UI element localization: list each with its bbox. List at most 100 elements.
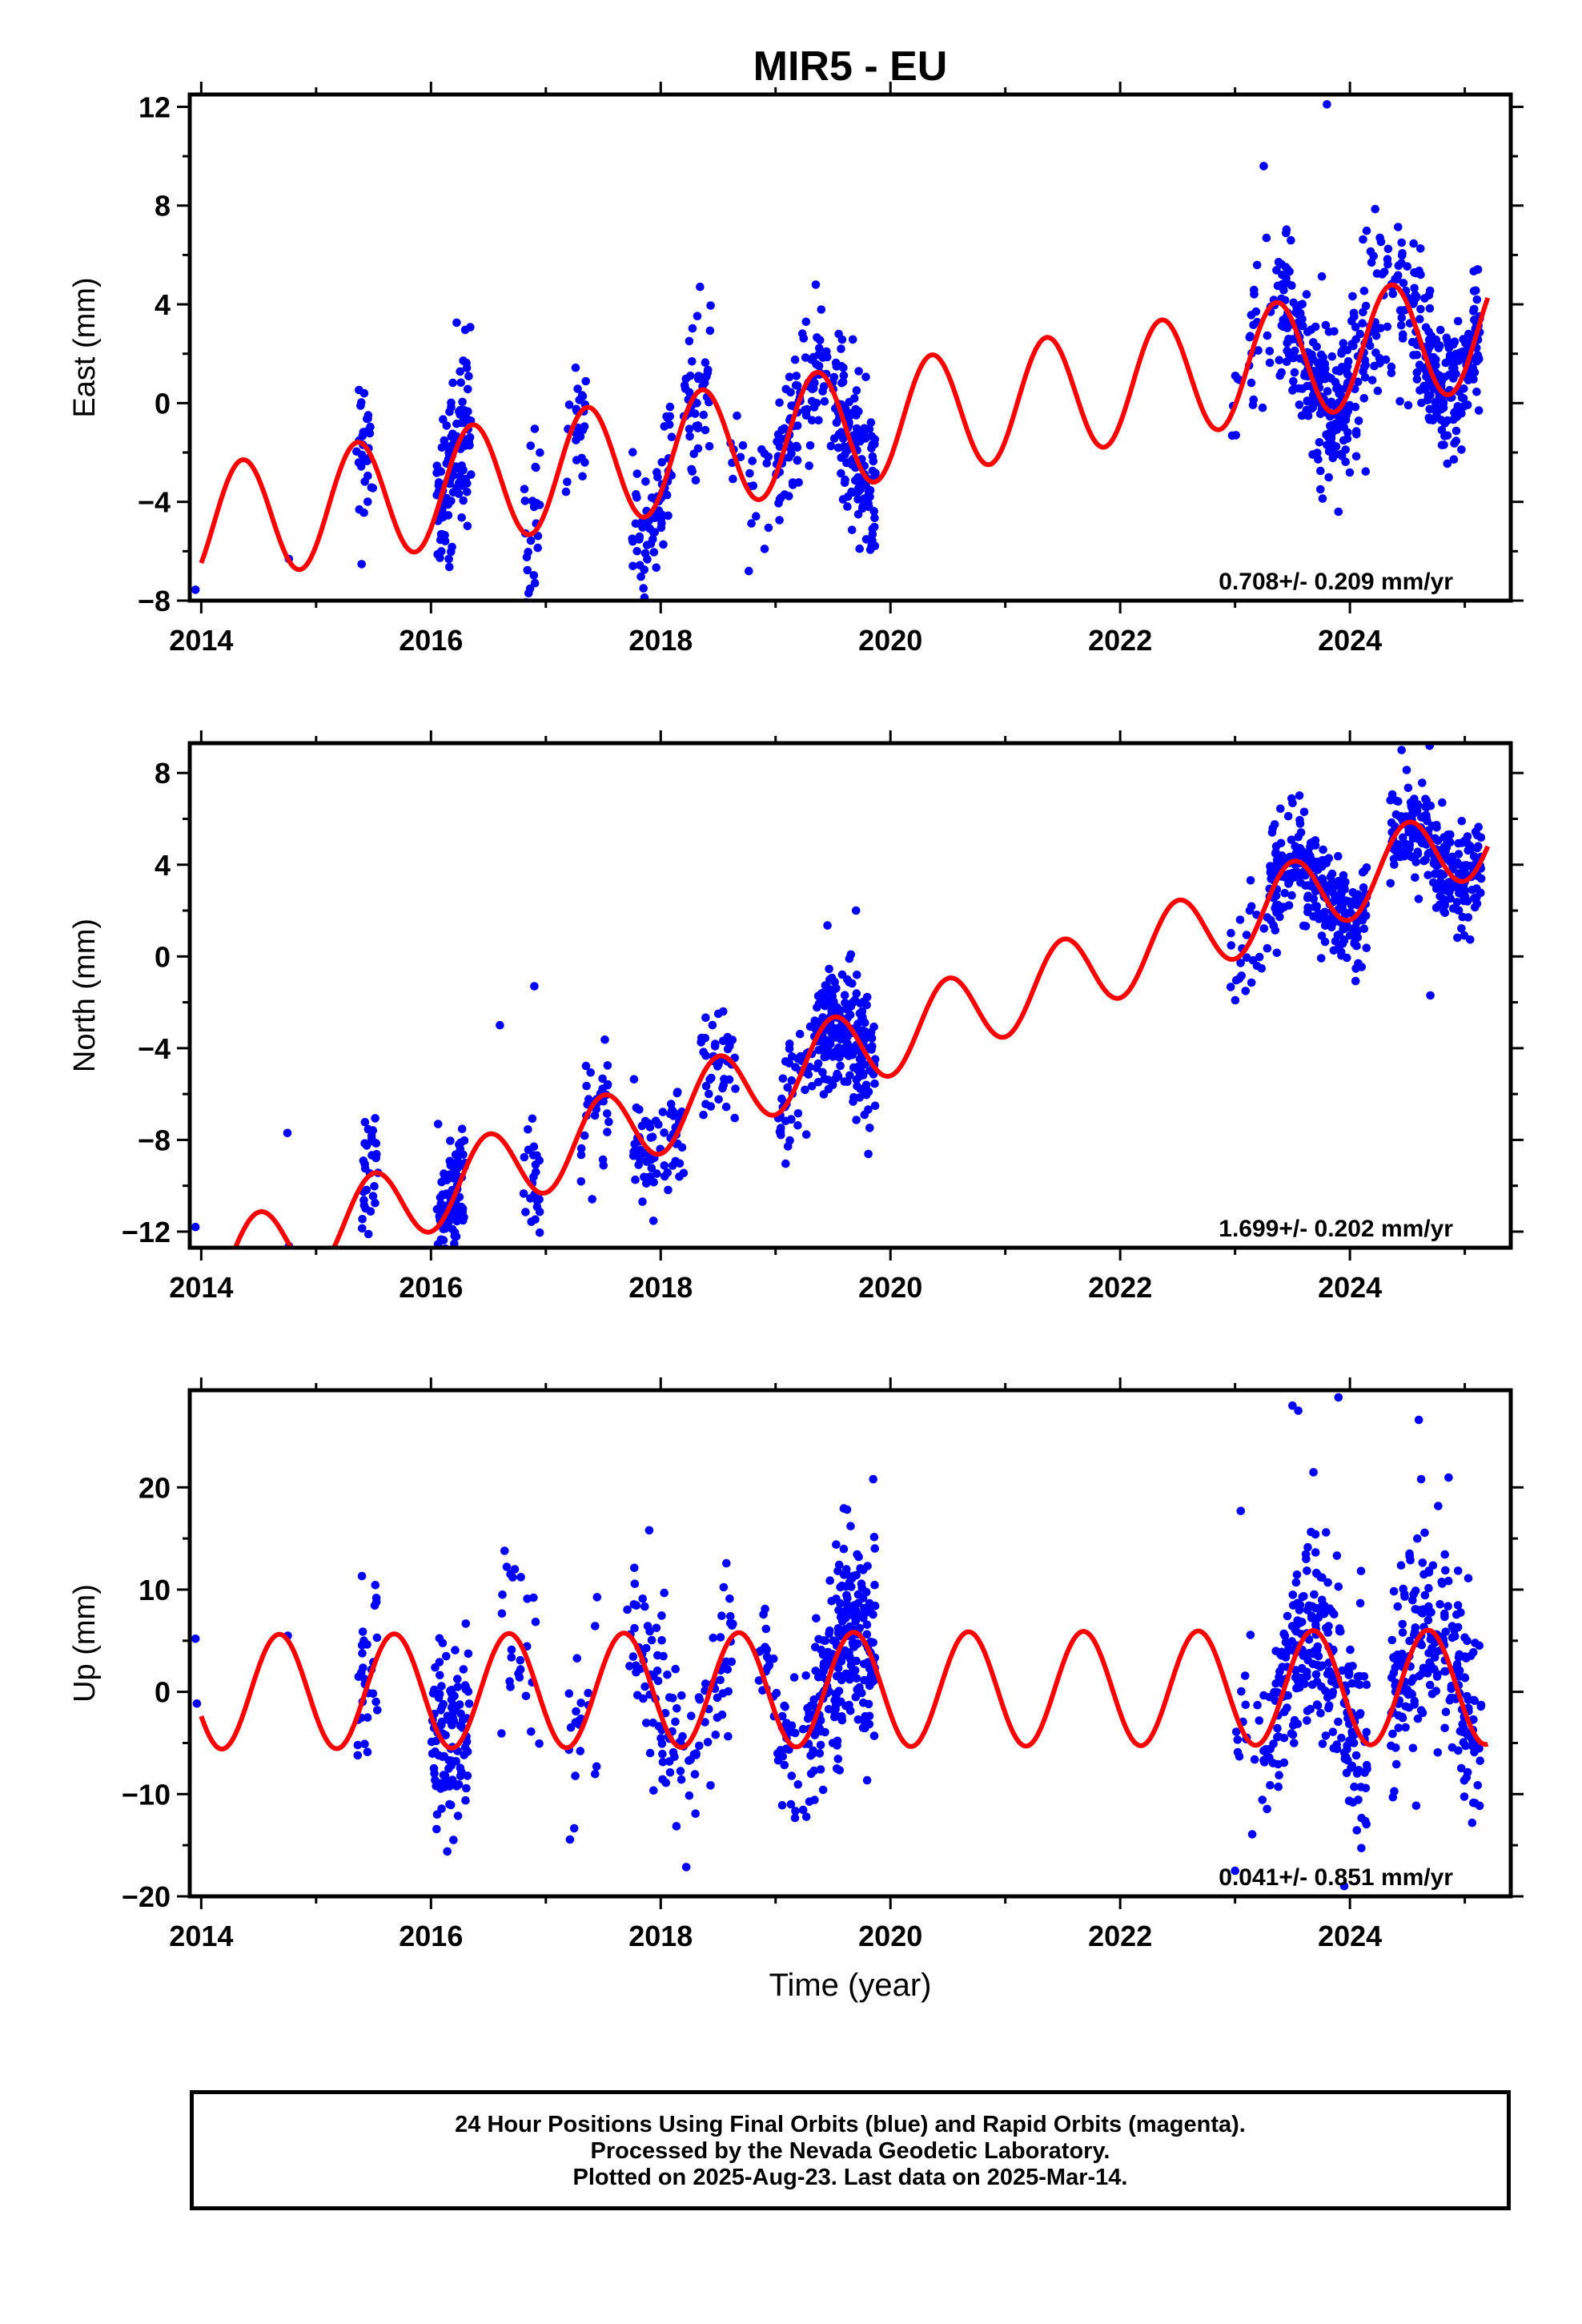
data-point [777, 1801, 787, 1810]
data-point [1265, 358, 1275, 368]
data-point [1334, 507, 1343, 517]
data-point [1287, 235, 1295, 245]
data-point [192, 1699, 202, 1708]
data-point [496, 1020, 504, 1030]
data-point [688, 357, 697, 366]
data-point [1387, 1635, 1397, 1645]
data-point [1445, 878, 1454, 887]
data-point [644, 1526, 654, 1535]
data-point [1452, 898, 1462, 907]
data-point [1266, 1781, 1275, 1790]
data-point [656, 523, 666, 533]
data-point [1470, 1696, 1480, 1706]
data-point [858, 495, 868, 505]
data-point [1303, 328, 1312, 336]
data-point [1295, 791, 1304, 800]
data-point [526, 608, 535, 617]
data-point [631, 1175, 640, 1184]
data-point [1415, 360, 1424, 370]
data-point [630, 1623, 639, 1633]
data-point [1311, 1620, 1320, 1629]
data-point [1322, 430, 1331, 439]
data-point [440, 1261, 449, 1269]
data-point [1432, 1647, 1442, 1656]
data-point [1441, 1707, 1451, 1716]
data-point [497, 1729, 506, 1738]
data-point [1246, 1630, 1255, 1639]
data-point [371, 1139, 381, 1148]
data-point [745, 566, 753, 576]
data-point [676, 1767, 685, 1775]
data-point [1436, 877, 1445, 887]
data-point [520, 485, 529, 493]
data-point [1473, 1781, 1483, 1790]
data-point [1475, 1641, 1484, 1651]
data-point [1351, 402, 1360, 412]
data-point [502, 1562, 512, 1571]
data-point [643, 1622, 652, 1630]
data-point [433, 1120, 443, 1128]
data-point [600, 1035, 609, 1044]
data-point [452, 318, 461, 328]
data-point [438, 1190, 447, 1199]
data-point [724, 1731, 733, 1741]
data-point [1438, 798, 1447, 807]
data-point [1314, 1651, 1323, 1661]
data-point [640, 1682, 649, 1691]
data-point [1351, 1751, 1361, 1760]
data-point [845, 1071, 854, 1080]
data-point [641, 1643, 651, 1653]
data-point [761, 1604, 769, 1614]
data-point [1359, 394, 1369, 403]
data-point [1362, 1819, 1371, 1829]
data-point [820, 1074, 829, 1084]
data-point [435, 1658, 444, 1667]
data-point [1231, 1866, 1239, 1876]
data-point [658, 1749, 667, 1759]
data-point [1255, 952, 1264, 962]
data-point [358, 1627, 367, 1636]
data-point [653, 1651, 662, 1660]
data-point [1277, 1651, 1286, 1660]
data-point [1371, 332, 1381, 340]
data-point [530, 982, 539, 991]
data-point [652, 510, 661, 520]
data-point [1474, 406, 1484, 415]
data-point [824, 1705, 833, 1714]
data-point [1308, 354, 1318, 364]
data-point [532, 1196, 542, 1205]
data-point [442, 1651, 451, 1661]
data-point [1310, 1590, 1319, 1599]
footer-caption-box: 24 Hour Positions Using Final Orbits (bl… [190, 2090, 1511, 2210]
data-point [592, 1762, 601, 1771]
data-point [1464, 1574, 1473, 1583]
data-point [1267, 915, 1275, 925]
data-point [1418, 1558, 1427, 1567]
data-point [571, 1771, 580, 1780]
data-point [705, 326, 715, 336]
data-point [1439, 440, 1448, 449]
data-point [603, 1128, 612, 1136]
data-point [456, 1202, 466, 1212]
data-point [1259, 162, 1268, 171]
data-point [646, 539, 656, 549]
data-point [1322, 1528, 1331, 1537]
data-point [591, 1770, 600, 1779]
data-point [1408, 1595, 1417, 1605]
data-point [1415, 315, 1424, 324]
data-point [841, 1582, 850, 1591]
data-point [866, 1027, 876, 1037]
data-point [649, 1786, 658, 1795]
data-point [1227, 941, 1236, 950]
data-point [1428, 822, 1437, 830]
data-point [654, 660, 663, 669]
data-point [1343, 953, 1351, 963]
data-point [705, 1089, 713, 1099]
data-point [591, 1622, 600, 1630]
data-point [452, 1757, 460, 1766]
data-point [677, 1775, 686, 1784]
data-point [440, 537, 450, 546]
data-point [858, 502, 867, 511]
data-point [719, 1007, 728, 1016]
data-point [840, 1612, 849, 1621]
